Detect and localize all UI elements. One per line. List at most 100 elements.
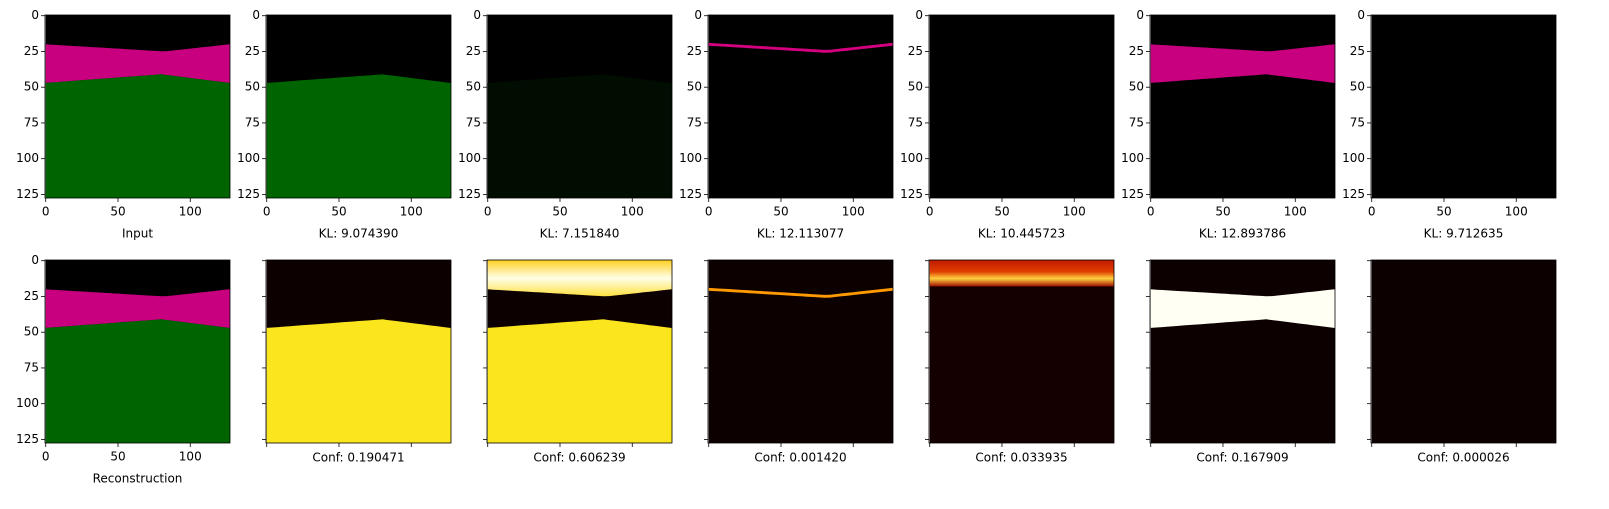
y-tick-label: 25 bbox=[1350, 44, 1365, 58]
y-tick-label: 125 bbox=[679, 187, 702, 201]
panel: 0 50 100 0 25 50 75 100 125 KL: 12.893786 bbox=[1121, 8, 1336, 241]
panel: Conf: 0.606239 bbox=[483, 259, 673, 465]
panel-label: Conf: 0.033935 bbox=[975, 451, 1067, 465]
y-tick-label: 75 bbox=[908, 115, 923, 129]
y-tick-label: 25 bbox=[24, 44, 39, 58]
panel: 0 50 100 0 25 50 75 100 125 KL: 7.151840 bbox=[458, 8, 673, 241]
axes-frame bbox=[486, 14, 673, 199]
axes-frame bbox=[44, 14, 231, 199]
y-tick-label: 0 bbox=[915, 8, 923, 22]
x-tick-label: 100 bbox=[1505, 205, 1528, 219]
y-tick-label: 100 bbox=[16, 151, 39, 165]
panel-label: Reconstruction bbox=[93, 472, 183, 486]
image-region bbox=[45, 74, 231, 198]
y-tick-label: 75 bbox=[24, 115, 39, 129]
panel: Conf: 0.190471 bbox=[262, 259, 452, 465]
image-region bbox=[1150, 44, 1335, 83]
axes-frame bbox=[928, 14, 1115, 199]
image-region bbox=[929, 260, 1114, 443]
image-region bbox=[708, 260, 893, 443]
image-region bbox=[487, 260, 672, 297]
image-region bbox=[487, 74, 672, 198]
y-tick-label: 50 bbox=[245, 80, 260, 94]
x-tick-label: 0 bbox=[926, 205, 934, 219]
x-tick-label: 100 bbox=[621, 205, 644, 219]
y-tick-label: 100 bbox=[679, 151, 702, 165]
y-tick-label: 25 bbox=[1129, 44, 1144, 58]
x-tick-label: 100 bbox=[179, 450, 202, 464]
image-region bbox=[1371, 15, 1556, 198]
axes-frame bbox=[1149, 14, 1336, 199]
panel-label: KL: 12.893786 bbox=[1199, 227, 1286, 241]
y-tick-label: 25 bbox=[466, 44, 481, 58]
y-tick-label: 50 bbox=[908, 80, 923, 94]
y-tick-label: 100 bbox=[237, 151, 260, 165]
y-tick-label: 50 bbox=[1350, 80, 1365, 94]
panel: 0 50 100 0 25 50 75 100 125 KL: 10.445723 bbox=[900, 8, 1115, 241]
panel-label: Conf: 0.190471 bbox=[312, 451, 404, 465]
y-tick-label: 50 bbox=[466, 80, 481, 94]
image-region bbox=[45, 289, 231, 328]
image-region bbox=[266, 319, 451, 443]
image-region bbox=[929, 15, 1114, 198]
axes-frame bbox=[44, 259, 231, 444]
x-tick-label: 0 bbox=[1368, 205, 1376, 219]
axes-frame bbox=[928, 259, 1115, 444]
image-region bbox=[1150, 15, 1335, 198]
y-tick-label: 25 bbox=[687, 44, 702, 58]
y-tick-label: 100 bbox=[458, 151, 481, 165]
y-tick-label: 25 bbox=[24, 289, 39, 303]
panel: 0 50 100 0 25 50 75 100 125 KL: 12.113077 bbox=[679, 8, 894, 241]
axes-frame bbox=[1149, 259, 1336, 444]
panel-label: Conf: 0.167909 bbox=[1196, 451, 1288, 465]
image-region bbox=[487, 319, 672, 443]
y-tick-label: 100 bbox=[16, 396, 39, 410]
y-tick-label: 100 bbox=[1121, 151, 1144, 165]
panel: 0 50 100 0 25 50 75 100 125 Reconstruction bbox=[16, 253, 231, 486]
y-tick-label: 100 bbox=[1342, 151, 1365, 165]
image-region bbox=[1150, 289, 1335, 328]
y-tick-label: 0 bbox=[1136, 8, 1144, 22]
panel-label: Conf: 0.001420 bbox=[754, 451, 846, 465]
image-region bbox=[45, 44, 231, 83]
x-tick-label: 100 bbox=[842, 205, 865, 219]
image-region bbox=[1371, 260, 1556, 443]
y-tick-label: 0 bbox=[31, 253, 39, 267]
panel: Conf: 0.033935 bbox=[925, 259, 1115, 465]
y-tick-label: 125 bbox=[458, 187, 481, 201]
x-tick-label: 50 bbox=[552, 205, 567, 219]
panel-label: KL: 9.074390 bbox=[319, 227, 399, 241]
y-tick-label: 50 bbox=[1129, 80, 1144, 94]
x-tick-label: 100 bbox=[179, 205, 202, 219]
image-region bbox=[708, 287, 893, 298]
image-region bbox=[708, 15, 893, 198]
y-tick-label: 125 bbox=[1121, 187, 1144, 201]
y-tick-label: 125 bbox=[16, 187, 39, 201]
x-tick-label: 50 bbox=[110, 450, 125, 464]
axes-frame bbox=[265, 259, 452, 444]
x-tick-label: 50 bbox=[1215, 205, 1230, 219]
panel-label: Conf: 0.000026 bbox=[1417, 451, 1509, 465]
panel-label: KL: 9.712635 bbox=[1424, 227, 1504, 241]
x-tick-label: 50 bbox=[773, 205, 788, 219]
x-tick-label: 50 bbox=[1436, 205, 1451, 219]
x-tick-label: 100 bbox=[1063, 205, 1086, 219]
y-tick-label: 75 bbox=[24, 360, 39, 374]
panel-label: Input bbox=[122, 227, 153, 241]
y-tick-label: 75 bbox=[687, 115, 702, 129]
y-tick-label: 50 bbox=[24, 325, 39, 339]
y-tick-label: 25 bbox=[908, 44, 923, 58]
x-tick-label: 0 bbox=[42, 450, 50, 464]
x-tick-label: 100 bbox=[1284, 205, 1307, 219]
y-tick-label: 0 bbox=[252, 8, 260, 22]
panel: Conf: 0.167909 bbox=[1146, 259, 1336, 465]
panel: Conf: 0.001420 bbox=[704, 259, 894, 465]
axes-frame bbox=[265, 14, 452, 199]
y-tick-label: 25 bbox=[245, 44, 260, 58]
panel: Conf: 0.000026 bbox=[1367, 259, 1557, 465]
panel: 0 50 100 0 25 50 75 100 125 KL: 9.074390 bbox=[237, 8, 452, 241]
x-tick-label: 50 bbox=[110, 205, 125, 219]
x-tick-label: 50 bbox=[331, 205, 346, 219]
y-tick-label: 75 bbox=[1129, 115, 1144, 129]
panel: 0 50 100 0 25 50 75 100 125 Input bbox=[16, 8, 231, 241]
